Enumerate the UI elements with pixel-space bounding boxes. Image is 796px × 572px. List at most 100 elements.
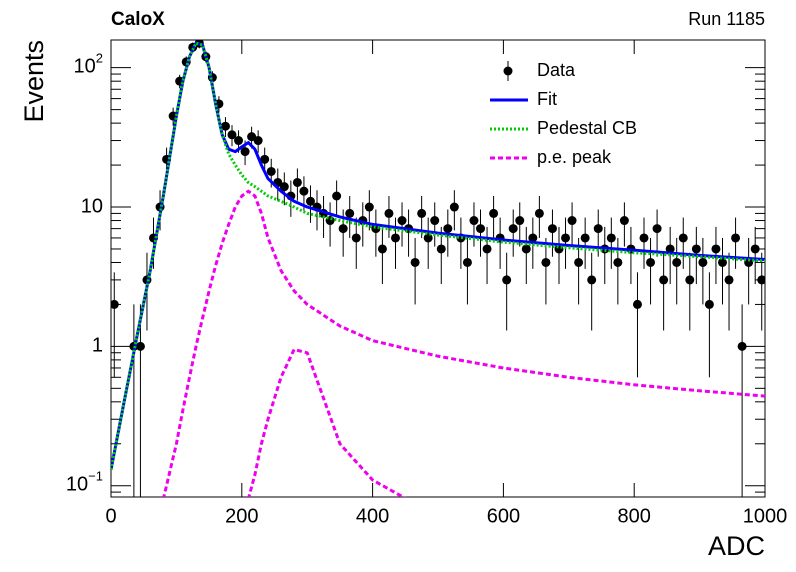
data-point (521, 244, 531, 254)
data-point (704, 299, 714, 309)
tick-base: 10 (66, 474, 88, 496)
data-point (351, 233, 361, 243)
data-point (417, 208, 427, 218)
x-tick-label: 600 (487, 505, 520, 527)
x-axis-label: ADC (708, 531, 765, 561)
data-point (247, 132, 257, 142)
data-point (338, 224, 348, 234)
data-point (632, 299, 642, 309)
data-point (737, 341, 747, 351)
y-axis-label: Events (19, 40, 49, 123)
data-point (436, 244, 446, 254)
data-point (253, 136, 263, 146)
run-label: Run 1185 (688, 9, 765, 29)
data-point (430, 216, 440, 226)
y-tick-label: 10−1 (66, 469, 103, 496)
data-point (292, 177, 302, 187)
data-point (580, 233, 590, 243)
data-point (665, 244, 675, 254)
data-point (593, 224, 603, 234)
x-tick-label: 200 (225, 505, 258, 527)
data-point (691, 244, 701, 254)
data-point (260, 154, 270, 164)
data-point (299, 186, 309, 196)
data-point (135, 341, 145, 351)
data-point (567, 216, 577, 226)
data-point (508, 224, 518, 234)
chart-title: CaloX (111, 9, 165, 30)
data-point (345, 208, 355, 218)
data-point (502, 275, 512, 285)
data-point (469, 216, 479, 226)
fit-curve (111, 41, 765, 471)
data-point (659, 275, 669, 285)
data-point (541, 257, 551, 267)
data-point (528, 233, 538, 243)
data-point (482, 244, 492, 254)
data-point (724, 275, 734, 285)
data-point (240, 147, 250, 157)
data-point (685, 275, 695, 285)
y-tick-label: 1 (92, 335, 103, 357)
data-point (462, 257, 472, 267)
legend-label: Fit (537, 89, 557, 109)
data-point (534, 208, 544, 218)
data-point (305, 196, 315, 206)
data-point (711, 244, 721, 254)
data-point (364, 202, 374, 212)
data-point (390, 233, 400, 243)
data-point (111, 299, 119, 309)
legend-label: Pedestal CB (537, 118, 637, 138)
data-point (489, 208, 499, 218)
legend-label: Data (537, 60, 576, 80)
data-point (279, 182, 289, 192)
data-point (476, 224, 486, 234)
data-point (332, 191, 342, 201)
data-point (234, 136, 244, 146)
data-point (698, 257, 708, 267)
data-point (547, 224, 557, 234)
fit-curve (162, 189, 765, 497)
data-point (423, 233, 433, 243)
data-point (731, 233, 741, 243)
tick-base: 10 (74, 56, 96, 78)
legend-label: p.e. peak (537, 147, 612, 167)
fit-curve (247, 348, 407, 497)
data-point (639, 233, 649, 243)
x-tick-label: 1000 (743, 505, 788, 527)
y-tick-label: 10 (81, 195, 103, 217)
fit-curve (111, 41, 765, 471)
data-point (744, 257, 754, 267)
data-point (613, 257, 623, 267)
data-point (449, 202, 459, 212)
x-tick-label: 400 (356, 505, 389, 527)
data-point (757, 275, 765, 285)
data-point (515, 216, 525, 226)
data-point (377, 244, 387, 254)
data-point (652, 224, 662, 234)
legend-marker (503, 66, 513, 76)
data-point (410, 257, 420, 267)
data-point (397, 216, 407, 226)
data-point (561, 233, 571, 243)
plot-frame (110, 39, 766, 498)
data-point (220, 121, 230, 131)
data-point (619, 216, 629, 226)
data-point (646, 257, 656, 267)
data-point (750, 244, 760, 254)
y-tick-label: 102 (74, 51, 103, 78)
x-tick-label: 800 (618, 505, 651, 527)
data-point (717, 257, 727, 267)
tick-exponent: 2 (96, 51, 103, 66)
data-point (672, 257, 682, 267)
data-point (266, 166, 276, 176)
data-point (574, 257, 584, 267)
data-point (587, 275, 597, 285)
tick-exponent: −1 (88, 469, 103, 484)
data-point (384, 208, 394, 218)
data-point (227, 130, 237, 140)
x-tick-label: 0 (105, 505, 116, 527)
plot-area (111, 40, 765, 497)
data-point (678, 233, 688, 243)
